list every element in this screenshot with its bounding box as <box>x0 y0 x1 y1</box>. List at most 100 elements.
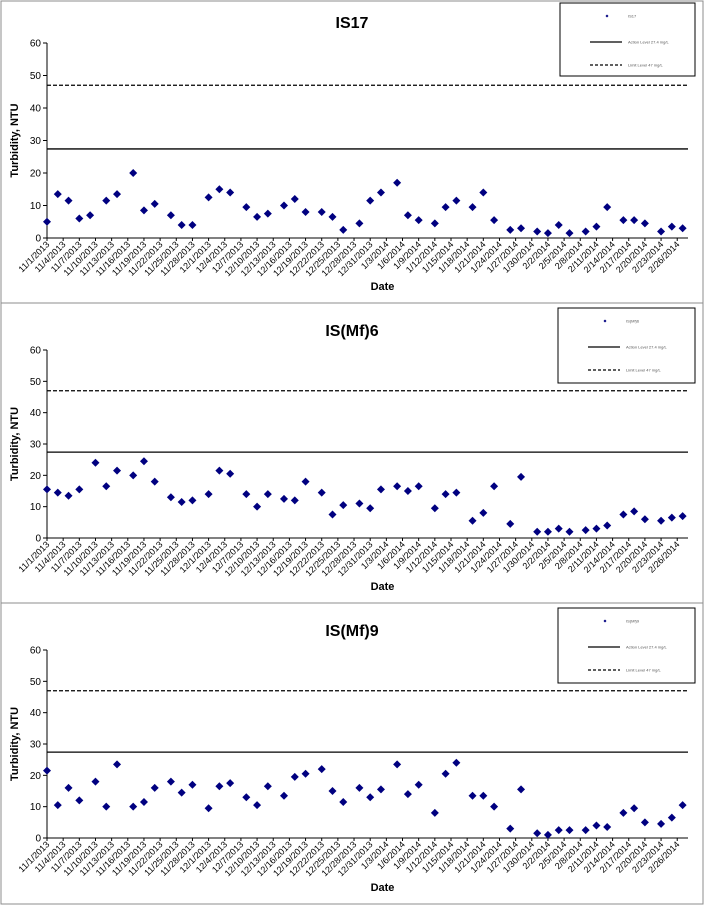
legend-label: Action Level 27.4 mg/L <box>626 345 667 350</box>
data-point <box>366 196 375 205</box>
data-point <box>328 787 337 795</box>
data-point <box>166 777 175 786</box>
y-tick-label: 30 <box>30 136 42 147</box>
data-point <box>150 783 159 792</box>
data-point <box>678 512 687 521</box>
data-point <box>603 203 612 212</box>
data-point <box>366 793 375 802</box>
x-axis-label: Date <box>371 281 395 293</box>
data-point <box>657 227 666 236</box>
data-point <box>242 490 251 499</box>
data-point <box>317 765 326 774</box>
data-point <box>64 491 73 500</box>
data-point <box>339 501 348 510</box>
data-point <box>328 510 337 519</box>
data-point <box>376 785 385 794</box>
data-point <box>215 185 224 194</box>
data-point <box>188 780 197 789</box>
data-point <box>355 783 364 792</box>
data-point <box>355 499 364 508</box>
data-point <box>150 199 159 208</box>
legend-label: Limit Level 47 mg/L <box>628 63 663 68</box>
data-point <box>166 211 175 220</box>
data-point <box>517 785 526 794</box>
y-tick-label: 30 <box>30 440 42 451</box>
data-point <box>414 216 423 225</box>
data-point <box>102 482 111 491</box>
data-point <box>592 524 601 533</box>
data-point <box>393 482 402 491</box>
data-point <box>242 793 251 802</box>
legend-label: IS(Mf)6 <box>626 319 640 324</box>
data-point <box>619 510 628 519</box>
legend-marker <box>603 619 607 623</box>
y-tick-label: 40 <box>30 408 42 419</box>
data-point <box>468 516 477 525</box>
data-point <box>533 227 542 236</box>
chart-title: IS(Mf)6 <box>325 323 378 340</box>
legend-label: Limit Level 47 mg/L <box>626 368 661 373</box>
data-point <box>403 487 412 495</box>
data-point <box>430 219 439 228</box>
data-point <box>43 485 51 494</box>
data-point <box>280 791 289 800</box>
data-point <box>640 219 649 228</box>
legend-label: IS17 <box>628 14 637 19</box>
legend-box <box>557 607 696 684</box>
data-point <box>452 488 461 497</box>
data-point <box>630 216 639 225</box>
data-point <box>263 490 272 499</box>
data-point <box>242 203 251 212</box>
data-point <box>414 780 423 789</box>
y-tick-label: 40 <box>30 708 42 719</box>
data-point <box>468 203 477 212</box>
data-point <box>280 494 289 503</box>
data-point <box>75 796 84 805</box>
data-point <box>678 801 687 810</box>
data-point <box>490 216 499 225</box>
legend-label: Action Level 27.4 mg/L <box>626 645 667 650</box>
data-point <box>667 222 676 231</box>
data-point <box>290 772 299 781</box>
data-point <box>581 826 590 835</box>
data-point <box>253 212 262 221</box>
data-point <box>376 188 385 197</box>
data-point <box>619 808 628 817</box>
y-tick-label: 60 <box>30 39 42 50</box>
data-point <box>554 524 563 533</box>
chart-title: IS(Mf)9 <box>325 623 378 640</box>
data-point <box>166 493 175 502</box>
data-point <box>253 502 262 511</box>
data-point <box>113 466 122 475</box>
data-point <box>543 527 552 536</box>
y-tick-label: 20 <box>30 169 42 180</box>
data-point <box>543 830 552 839</box>
data-point <box>43 217 51 226</box>
data-point <box>630 507 639 516</box>
data-point <box>263 209 272 218</box>
data-point <box>139 206 148 215</box>
data-point <box>129 169 138 177</box>
data-point <box>204 193 213 202</box>
data-point <box>565 229 574 238</box>
data-point <box>91 777 100 786</box>
data-point <box>188 496 197 505</box>
data-point <box>328 212 337 221</box>
y-tick-label: 60 <box>30 646 42 657</box>
data-point <box>64 196 73 205</box>
y-tick-label: 30 <box>30 740 42 751</box>
data-point <box>253 801 262 810</box>
legend-box <box>557 307 696 384</box>
data-point <box>490 482 499 491</box>
data-point <box>129 471 138 480</box>
data-point <box>113 190 122 199</box>
data-point <box>479 188 488 197</box>
data-point <box>339 797 348 806</box>
data-point <box>479 791 488 800</box>
data-point <box>177 788 186 797</box>
x-axis-label: Date <box>371 581 395 593</box>
data-point <box>53 190 62 199</box>
